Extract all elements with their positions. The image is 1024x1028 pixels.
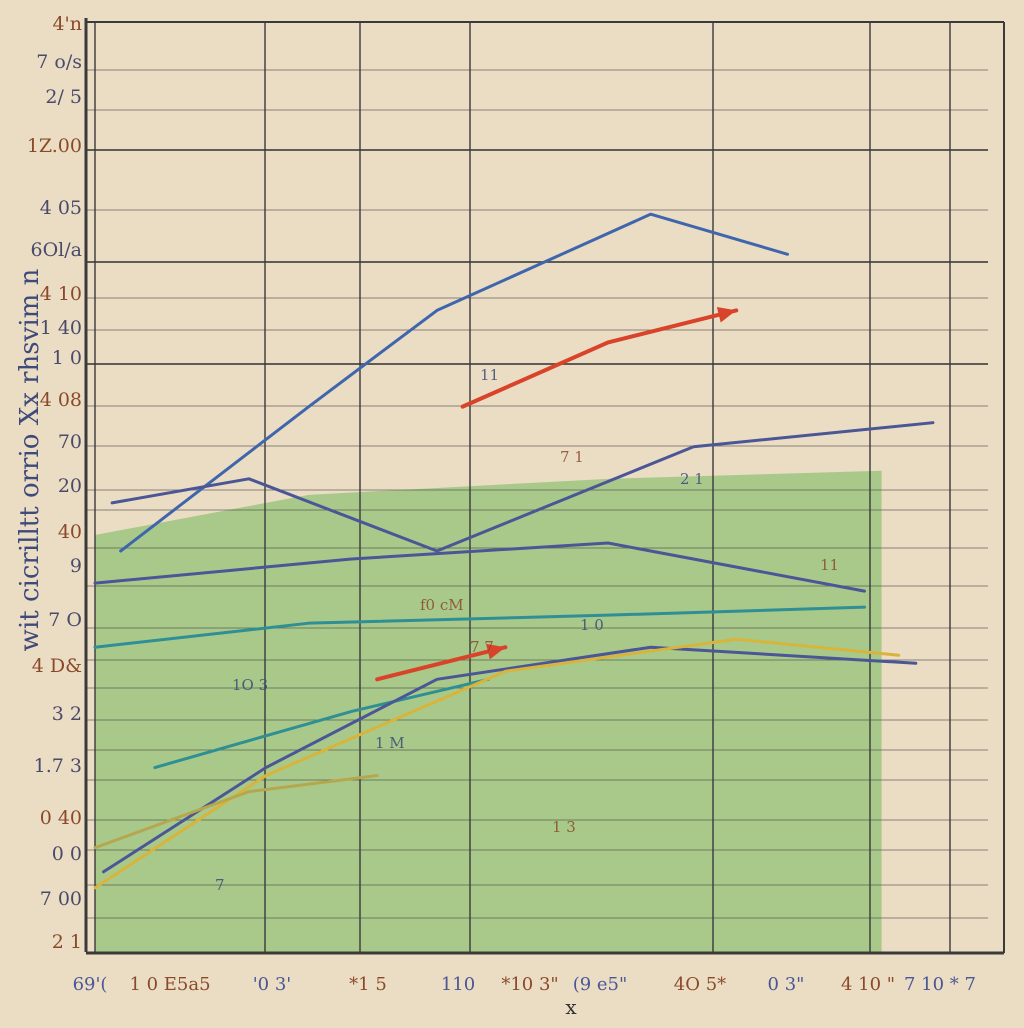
series-line-6 xyxy=(102,645,918,874)
y-tick-label: 4 05 xyxy=(40,197,82,219)
annotation-label: f0 cM xyxy=(420,596,464,614)
x-tick-label: *1 5 xyxy=(349,974,387,995)
y-tick-label: 20 xyxy=(58,475,82,497)
annotation-label: 7 xyxy=(215,876,225,894)
y-tick-label: 7 o/s xyxy=(36,51,82,73)
x-tick-label: *10 3" xyxy=(501,974,558,995)
arrowhead-9 xyxy=(716,307,737,323)
series-line-3 xyxy=(93,541,866,593)
series-line-9 xyxy=(460,308,739,409)
series-line-8 xyxy=(93,774,379,850)
annotation-label: 1 M xyxy=(375,734,405,752)
y-tick-label: 9 xyxy=(70,555,82,577)
area-fill xyxy=(95,470,882,952)
y-tick-label: 7 O xyxy=(48,609,82,631)
series-line-10 xyxy=(375,645,508,682)
y-tick-label: 70 xyxy=(58,431,82,453)
x-tick-label: (9 e5" xyxy=(573,974,628,995)
annotation-label: 11 xyxy=(820,556,839,574)
y-tick-label: 40 xyxy=(58,521,82,543)
grid-layer xyxy=(84,18,1005,955)
annotation-label: 11 xyxy=(480,366,499,384)
y-tick-label: 1Z.00 xyxy=(27,135,82,157)
y-tick-label: 4 D& xyxy=(32,655,82,677)
annotation-label: 7 1 xyxy=(560,448,584,466)
x-tick-label: 7 10 * 7 xyxy=(904,974,976,995)
x-axis-label: x xyxy=(565,995,577,1019)
y-tick-label: 0 40 xyxy=(40,807,82,829)
y-tick-label: 6Ol/a xyxy=(31,239,82,261)
series-line-5 xyxy=(153,677,490,770)
annotation-label: 7 7 xyxy=(470,638,494,656)
arrow-layer xyxy=(485,307,737,660)
series-line-7 xyxy=(93,637,901,890)
area-layer xyxy=(95,470,882,952)
x-tick-label: 110 xyxy=(441,974,475,995)
y-tick-label: 4'n xyxy=(52,13,82,35)
x-tick-label: 0 3" xyxy=(768,974,805,995)
x-tick-label: 4O 5* xyxy=(674,974,726,995)
annotation-label: 1 3 xyxy=(552,818,576,836)
x-tick-label: 1 0 E5a5 xyxy=(129,974,210,995)
y-tick-label: 2 1 xyxy=(52,931,82,953)
series-layer xyxy=(93,212,935,890)
y-tick-label: 1.7 3 xyxy=(34,755,82,777)
x-tick-label: 69'( xyxy=(73,974,108,995)
series-line-1 xyxy=(119,212,790,553)
x-tick-label: '0 3' xyxy=(253,974,292,995)
annotation-label: 1O 3 xyxy=(232,676,268,694)
y-tick-label: 7 00 xyxy=(40,888,82,910)
annotation-label: 2 1 xyxy=(680,470,704,488)
arrowhead-10 xyxy=(485,643,506,660)
y-tick-label: 4 10 xyxy=(40,283,82,305)
y-tick-label: 3 2 xyxy=(52,703,82,725)
y-axis-label: wit cicrilltt orrio Xx rhsvim n xyxy=(15,268,45,651)
series-line-4 xyxy=(93,605,866,649)
label-layer: 4'n 7 o/s 2/ 5 1Z.00 4 05 6Ol/a 4 10 1 40 1 0 4 0… xyxy=(27,13,976,995)
series-line-2 xyxy=(110,421,935,553)
y-tick-label: 0 0 xyxy=(52,843,82,865)
annotation-label: 1 0 xyxy=(580,616,604,634)
y-tick-label: 2/ 5 xyxy=(45,86,82,108)
y-tick-label: 4 08 xyxy=(40,389,82,411)
y-tick-label: 1 0 xyxy=(52,347,82,369)
y-tick-label: 1 40 xyxy=(40,317,82,339)
x-tick-label: 4 10 " xyxy=(841,974,895,995)
